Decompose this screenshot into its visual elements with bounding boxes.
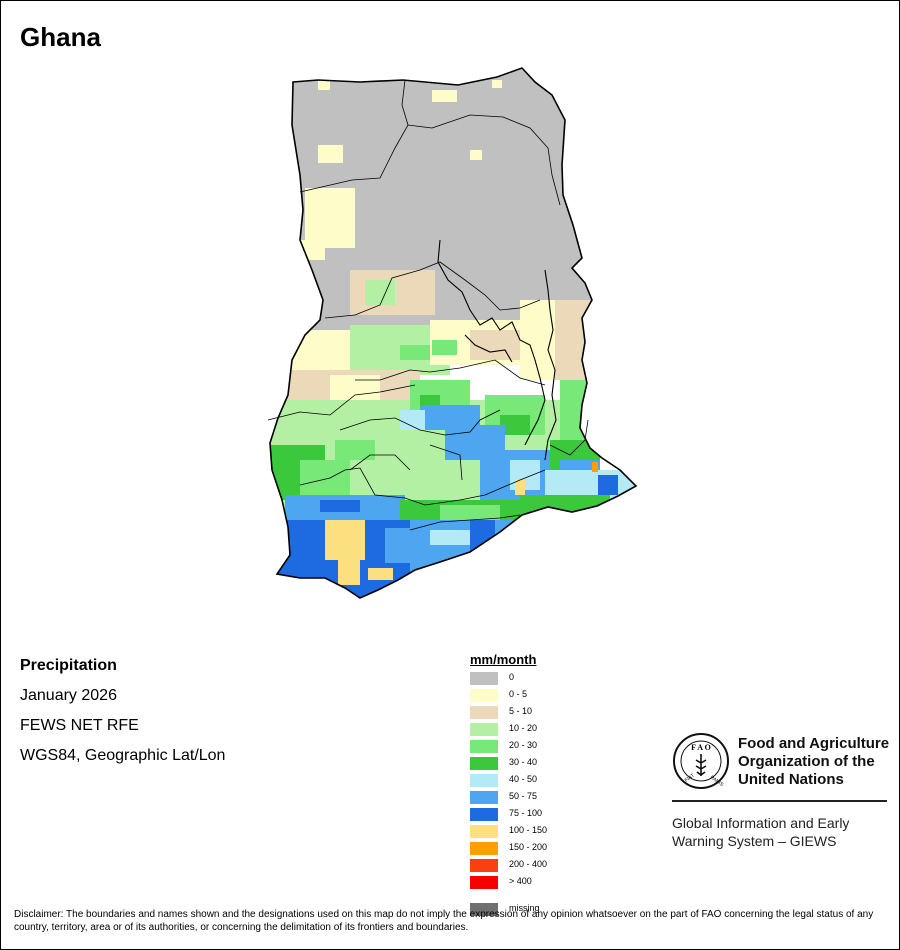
precipitation-map (267, 67, 637, 599)
fao-logo-icon: F A O FIAT PANIS (673, 733, 729, 789)
legend-label: 0 - 5 (509, 689, 528, 699)
legend-swatch (470, 876, 498, 889)
legend-label: 150 - 200 (509, 842, 548, 852)
rainfall-raster (270, 68, 636, 598)
legend-swatch (470, 808, 498, 821)
svg-text:F A O: F A O (691, 743, 711, 752)
variable-label: Precipitation (20, 657, 117, 674)
legend-swatch (470, 842, 498, 855)
legend-swatch (470, 672, 498, 685)
legend-swatch (470, 723, 498, 736)
legend-label: > 400 (509, 876, 532, 886)
volta-lake-outline (437, 239, 557, 461)
legend-swatch (470, 791, 498, 804)
divider (672, 800, 887, 802)
legend-label: 75 - 100 (509, 808, 543, 818)
legend-swatch (470, 859, 498, 872)
disclaimer-text: Disclaimer: The boundaries and names sho… (14, 909, 874, 933)
legend-label: missing (509, 903, 540, 913)
legend-label: 30 - 40 (509, 757, 538, 767)
legend-label: 40 - 50 (509, 774, 538, 784)
legend-label: 5 - 10 (509, 706, 533, 716)
legend-swatch (470, 825, 498, 838)
giews-name: Global Information and Early Warning Sys… (672, 815, 850, 849)
legend-swatch (470, 774, 498, 787)
legend-label: 200 - 400 (509, 859, 548, 869)
legend-label: 0 (509, 672, 515, 682)
projection-label: WGS84, Geographic Lat/Lon (20, 747, 226, 764)
map-title: Ghana (20, 22, 101, 52)
legend-label: 100 - 150 (509, 825, 548, 835)
legend-swatch (470, 740, 498, 753)
legend-swatch (470, 689, 498, 702)
legend-swatch (470, 903, 498, 916)
svg-text:FIAT: FIAT (684, 773, 696, 784)
legend-unit: mm/month (470, 652, 537, 667)
legend-label: 20 - 30 (509, 740, 538, 750)
legend-label: 10 - 20 (509, 723, 538, 733)
legend-label: 50 - 75 (509, 791, 538, 801)
legend-swatch (470, 757, 498, 770)
legend-swatch (470, 706, 498, 719)
period-label: January 2026 (20, 687, 117, 704)
region-boundaries (267, 79, 589, 531)
source-label: FEWS NET RFE (20, 717, 139, 734)
fao-org-name: Food and Agriculture Organization of the… (738, 735, 890, 788)
